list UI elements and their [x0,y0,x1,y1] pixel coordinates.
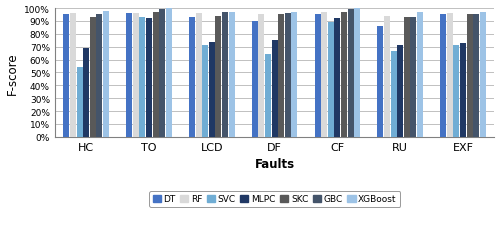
Bar [265,55,271,137]
Bar [440,16,446,137]
Bar [480,13,486,137]
Bar [314,16,320,137]
Bar [96,16,102,137]
Bar [410,18,416,137]
Bar [64,16,70,137]
Bar [216,17,222,137]
Bar [384,17,390,137]
Bar [341,13,347,137]
Bar [397,46,404,137]
Bar [321,13,328,137]
Bar [166,9,172,137]
Bar [133,14,139,137]
Bar [466,16,472,137]
Bar [404,18,410,137]
Bar [70,14,76,137]
Bar [76,68,82,137]
Bar [328,23,334,137]
Bar [454,46,460,137]
Bar [202,46,208,137]
Bar [390,51,396,137]
Legend: DT, RF, SVC, MLPC, SKC, GBC, XGBoost: DT, RF, SVC, MLPC, SKC, GBC, XGBoost [149,191,401,207]
Bar [348,10,354,137]
Bar [447,14,453,137]
Bar [103,12,109,137]
Bar [146,19,152,137]
Bar [258,16,264,137]
Bar [285,14,291,137]
Bar [152,13,158,137]
Bar [460,44,466,137]
Y-axis label: F-score: F-score [6,52,18,94]
Bar [334,19,340,137]
Bar [252,22,258,137]
Bar [417,13,423,137]
Bar [228,13,234,137]
Bar [378,27,384,137]
Bar [140,18,145,137]
Bar [473,16,480,137]
Bar [278,16,284,137]
Bar [83,49,89,137]
Bar [209,42,215,137]
Bar [189,18,195,137]
Bar [90,18,96,137]
Bar [159,10,166,137]
Bar [272,41,278,137]
Bar [292,13,298,137]
Bar [196,14,202,137]
X-axis label: Faults: Faults [254,158,294,170]
Bar [222,13,228,137]
Bar [354,9,360,137]
Bar [126,14,132,137]
